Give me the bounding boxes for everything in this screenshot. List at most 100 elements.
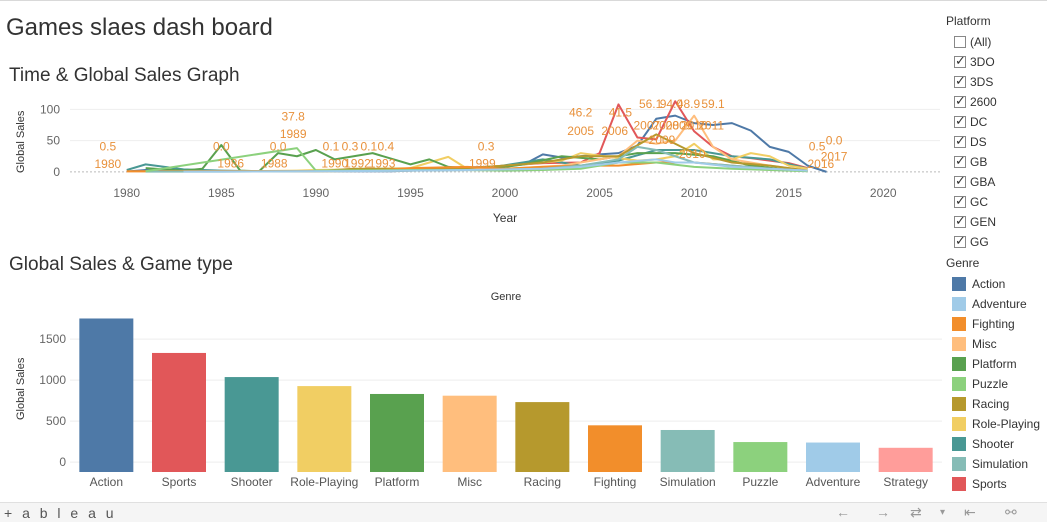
platform-filter-item[interactable]: (All) <box>946 32 1047 52</box>
tableau-logo[interactable]: + a b l e a u <box>4 505 117 521</box>
redo-arrow-icon[interactable]: → <box>876 504 890 520</box>
genre-legend-item[interactable]: Racing <box>946 394 1047 414</box>
series-line-adventure <box>183 158 808 173</box>
platform-checkbox[interactable] <box>954 153 966 169</box>
data-label: 2011 <box>698 118 724 132</box>
genre-legend-item[interactable]: Misc <box>946 334 1047 354</box>
data-label: 2017 <box>821 150 848 164</box>
bar-platform <box>370 393 424 472</box>
platform-filter-item[interactable]: GEN <box>946 212 1047 232</box>
revert-all-icon[interactable]: ⇤ <box>964 504 976 520</box>
platform-checkbox[interactable] <box>954 193 966 209</box>
data-label: 56.1 <box>639 97 663 111</box>
genre-label: Fighting <box>972 317 1015 331</box>
platform-filter-item[interactable]: DS <box>946 132 1047 152</box>
platform-label: GC <box>970 195 988 209</box>
genre-swatch <box>952 457 966 471</box>
data-label: 41.5 <box>609 105 633 119</box>
platform-filter-title: Platform <box>946 14 991 28</box>
platform-filter-item[interactable]: 3DS <box>946 72 1047 92</box>
platform-checkbox[interactable] <box>954 213 966 229</box>
platform-label: DC <box>970 115 988 129</box>
bar-sports <box>152 352 206 472</box>
bar-chart-panel[interactable]: Genre 0 500 1000 1500 Global Sales Action Sport… <box>0 252 945 502</box>
platform-filter-item[interactable]: 3DO <box>946 52 1047 72</box>
data-label: 2010 <box>681 118 708 132</box>
platform-checkbox[interactable] <box>954 53 966 69</box>
platform-filter-item[interactable]: GBA <box>946 172 1047 192</box>
genre-label: Sports <box>972 477 1007 491</box>
tableau-toolbar: + a b l e a u ← → ⇄ ▾ ⇤ ⚯ <box>0 502 1047 522</box>
platform-filter-item[interactable]: GB <box>946 152 1047 172</box>
genre-legend-item[interactable]: Action <box>946 274 1047 294</box>
genre-legend-item[interactable]: Shooter <box>946 434 1047 454</box>
genre-swatch <box>952 337 966 351</box>
genre-swatch <box>952 377 966 391</box>
category-label: Strategy <box>883 475 928 489</box>
category-label: Shooter <box>231 475 273 489</box>
bar-simulation <box>660 429 715 472</box>
platform-filter-item[interactable]: GG <box>946 232 1047 252</box>
platform-filter-item[interactable]: DC <box>946 112 1047 132</box>
genre-legend-item[interactable]: Sports <box>946 474 1047 494</box>
platform-filter[interactable]: Platform (All) 3DO 3DS 2600 DC DS GB GBA GC GEN GG <box>946 14 1047 252</box>
bar-racing <box>515 402 570 472</box>
category-label: Puzzle <box>742 475 778 489</box>
data-label: 1992 <box>344 157 371 171</box>
genre-label: Misc <box>972 337 997 351</box>
bar-chart[interactable]: Genre 0 500 1000 1500 Global Sales Action Sport… <box>0 252 945 502</box>
data-label: 0.5 <box>99 140 116 154</box>
y-axis-title: Global Sales <box>15 357 27 420</box>
platform-checkbox[interactable] <box>954 113 966 129</box>
bar-action <box>79 318 134 472</box>
bar-fighting <box>588 425 642 472</box>
data-label: 59.1 <box>701 97 725 111</box>
line-chart-panel[interactable]: 0 50 100 1980 1985 1990 1995 2000 2005 2010 2015 20… <box>0 62 945 242</box>
platform-checkbox[interactable] <box>954 36 966 48</box>
genre-legend-title: Genre <box>946 256 980 270</box>
y-tick-label: 0 <box>53 165 60 179</box>
line-chart[interactable]: 0 50 100 1980 1985 1990 1995 2000 2005 2010 2015 20… <box>0 62 945 242</box>
x-axis-title: Year <box>493 211 517 225</box>
category-label: Adventure <box>806 475 861 489</box>
platform-checkbox[interactable] <box>954 93 966 109</box>
genre-legend-item[interactable]: Fighting <box>946 314 1047 334</box>
y-tick-label: 50 <box>47 134 61 148</box>
platform-label: GEN <box>970 215 997 229</box>
y-tick-label: 1000 <box>39 373 66 387</box>
undo-arrow-icon[interactable]: ← <box>836 504 850 520</box>
platform-checkbox[interactable] <box>954 133 966 149</box>
platform-checkbox[interactable] <box>954 73 966 89</box>
chevron-down-icon[interactable]: ▾ <box>940 507 946 518</box>
share-icon[interactable]: ⚯ <box>1005 504 1017 520</box>
data-label: 1999 <box>469 157 496 171</box>
genre-legend-item[interactable]: Simulation <box>946 454 1047 474</box>
x-tick-label: 1990 <box>303 186 330 200</box>
genre-swatch <box>952 277 966 291</box>
platform-label: GBA <box>970 175 996 189</box>
genre-legend-item[interactable]: Role-Playing <box>946 414 1047 434</box>
data-label: 1988 <box>261 157 288 171</box>
data-label: 1990 <box>321 157 348 171</box>
revert-icon[interactable]: ⇄ <box>910 504 922 520</box>
platform-checkbox[interactable] <box>954 233 966 249</box>
data-label: 2006 <box>601 124 628 138</box>
dashboard-title: Games slaes dash board <box>6 14 273 41</box>
platform-filter-item[interactable]: 2600 <box>946 92 1047 112</box>
y-tick-label: 1500 <box>39 332 66 346</box>
bar-chart-title: Global Sales & Game type <box>9 254 233 275</box>
genre-legend-item[interactable]: Adventure <box>946 294 1047 314</box>
data-label: 0.3 <box>478 140 495 154</box>
bar-shooter <box>224 377 279 472</box>
platform-filter-item[interactable]: GC <box>946 192 1047 212</box>
genre-legend-item[interactable]: Platform <box>946 354 1047 374</box>
x-tick-label: 1995 <box>397 186 424 200</box>
genre-legend-item[interactable]: Puzzle <box>946 374 1047 394</box>
platform-label: GG <box>970 235 989 249</box>
data-label: 0.0 <box>270 140 287 154</box>
platform-label: 2600 <box>970 95 997 109</box>
genre-color-legend[interactable]: Genre Action Adventure Fighting Misc Platfor… <box>946 256 1047 494</box>
platform-label: DS <box>970 135 987 149</box>
x-tick-label: 2020 <box>870 186 897 200</box>
platform-checkbox[interactable] <box>954 173 966 189</box>
